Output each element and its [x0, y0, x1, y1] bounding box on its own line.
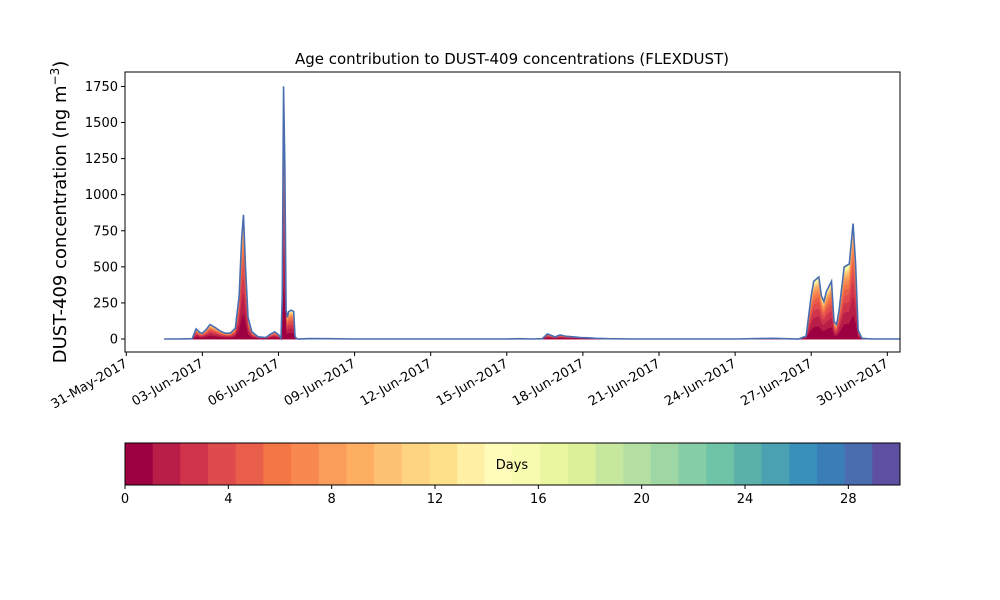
colorbar-tick-label: 20: [633, 492, 650, 507]
colorbar-label: Days: [496, 458, 529, 473]
age-band-area: [164, 90, 900, 340]
colorbar-segment: [263, 443, 292, 485]
colorbar-segment: [374, 443, 403, 485]
y-tick-label: 1000: [85, 188, 118, 203]
colorbar-segment: [208, 443, 237, 485]
age-band-area: [164, 89, 900, 340]
colorbar-segment: [512, 443, 541, 485]
colorbar-segment: [152, 443, 181, 485]
colorbar-segment: [816, 443, 846, 485]
age-band-area: [164, 87, 900, 340]
plot-area: [164, 86, 900, 341]
colorbar-segment: [318, 443, 347, 485]
colorbar-tick-label: 4: [224, 492, 232, 507]
colorbar-segment: [125, 443, 154, 485]
colorbar-segment: [789, 443, 818, 485]
y-tick-label: 1500: [85, 116, 118, 131]
colorbar-segment: [761, 443, 790, 485]
x-tick-label: 18-Jun-2017: [510, 356, 587, 409]
colorbar-segment: [457, 443, 486, 485]
colorbar-segment: [623, 443, 652, 485]
y-tick-label: 1750: [85, 80, 118, 95]
colorbar-segment: [540, 443, 569, 485]
colorbar-segment: [484, 443, 513, 485]
age-band-area: [164, 88, 900, 340]
x-tick-label: 21-Jun-2017: [586, 356, 663, 409]
x-tick-label: 09-Jun-2017: [282, 356, 359, 409]
colorbar-segment: [706, 443, 735, 485]
age-band-area: [164, 86, 900, 340]
age-band-area: [164, 87, 900, 340]
y-tick-label: 750: [93, 224, 118, 239]
age-band-area: [164, 91, 900, 340]
colorbar-segment: [346, 443, 375, 485]
age-band-area: [164, 88, 900, 340]
age-band-area: [164, 86, 900, 340]
colorbar-segment: [595, 443, 624, 485]
age-band-area: [164, 86, 900, 340]
x-tick-label: 15-Jun-2017: [434, 356, 511, 409]
age-band-area: [164, 86, 900, 340]
age-band-area: [164, 93, 900, 340]
x-tick-label: 06-Jun-2017: [206, 356, 283, 409]
colorbar-segment: [733, 443, 763, 485]
y-tick-label: 500: [93, 260, 118, 275]
colorbar-tick-label: 16: [530, 492, 547, 507]
age-band-area: [164, 87, 900, 340]
age-band-area: [164, 152, 900, 340]
colorbar-tick-label: 24: [737, 492, 754, 507]
x-tick-label: 24-Jun-2017: [662, 356, 739, 409]
age-band-area: [164, 94, 900, 340]
age-band-area: [164, 139, 900, 340]
colorbar-segment: [180, 443, 209, 485]
colorbar-tick-label: 12: [427, 492, 444, 507]
colorbar-segment: [650, 443, 680, 485]
colorbar-frame: [124, 442, 901, 486]
y-axis: 0 250 500 750 1000 1250 1500 1750: [85, 80, 125, 348]
age-band-area: [164, 97, 900, 340]
age-band-area: [164, 248, 900, 340]
age-band-area: [164, 120, 900, 340]
y-tick-label: 0: [110, 333, 118, 348]
colorbar-segment: [291, 443, 320, 485]
x-tick-label: 27-Jun-2017: [738, 356, 815, 409]
age-band-area: [164, 169, 900, 340]
x-tick-label: 31-May-2017: [49, 356, 131, 412]
y-tick-label: 250: [93, 296, 118, 311]
total-concentration-line: [164, 86, 900, 341]
age-band-area: [164, 103, 900, 340]
colorbar-tick-label: 28: [840, 492, 857, 507]
x-tick-label: 30-Jun-2017: [814, 356, 891, 409]
age-band-area: [164, 189, 900, 340]
colorbar-tick-label: 0: [121, 492, 129, 507]
colorbar-segment: [844, 443, 873, 485]
x-tick-label: 12-Jun-2017: [358, 356, 435, 409]
colorbar-segment: [678, 443, 707, 485]
x-tick-label: 03-Jun-2017: [130, 356, 207, 409]
age-band-area: [164, 215, 900, 340]
y-axis-label: DUST-409 concentration (ng m−3): [48, 61, 71, 364]
plot-frame: [124, 71, 901, 353]
colorbar-segment: [872, 443, 901, 485]
colorbar-ticks: 0 4 8 12 16 20 24 28: [121, 485, 857, 507]
age-band-area: [164, 100, 900, 340]
age-band-area: [164, 113, 900, 340]
colorbar-tick-label: 8: [328, 492, 336, 507]
colorbar: [125, 443, 901, 485]
colorbar-segment: [429, 443, 458, 485]
age-band-area: [164, 288, 900, 340]
colorbar-segment: [567, 443, 597, 485]
x-axis: 31-May-2017 03-Jun-2017 06-Jun-2017 09-Jun-…: [49, 352, 891, 412]
age-band-area: [164, 128, 900, 340]
colorbar-segment: [401, 443, 430, 485]
colorbar-segment: [235, 443, 264, 485]
chart-title: Age contribution to DUST-409 concentrati…: [295, 50, 729, 68]
age-band-area: [164, 107, 900, 340]
y-tick-label: 1250: [85, 152, 118, 167]
